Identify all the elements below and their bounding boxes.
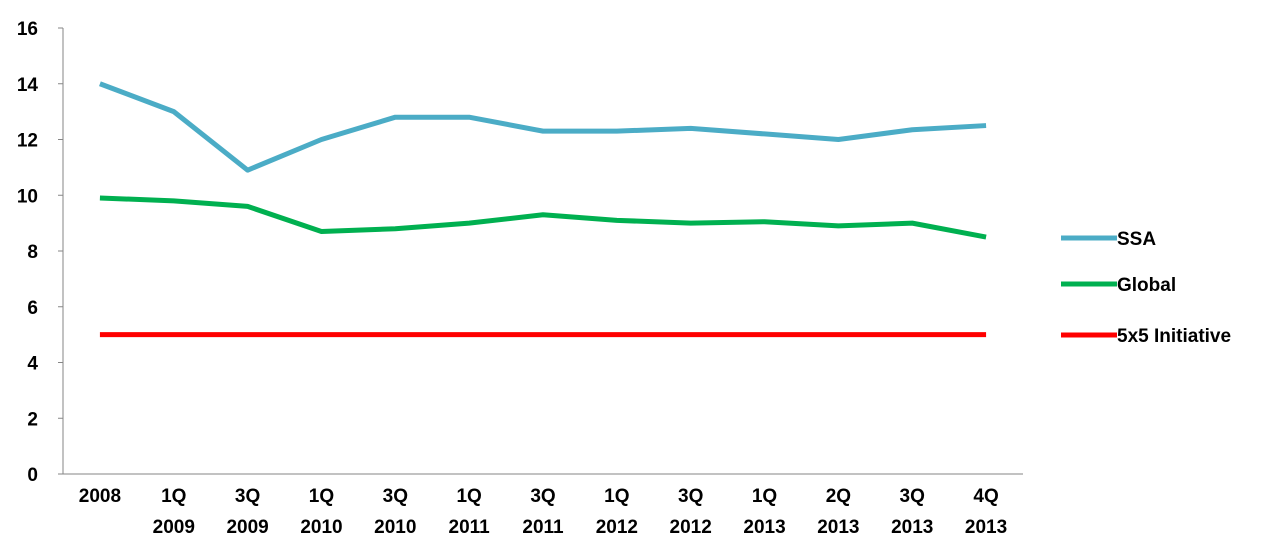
x-tick-label-line: 3Q [383,486,408,507]
x-tick-label-line: 2013 [743,517,785,538]
x-tick-label-line: 1Q [604,486,629,507]
series-lines [99,81,987,338]
x-tick-label-line: 3Q [530,486,555,507]
y-tick-label: 8 [27,242,38,263]
legend-label: 5x5 Initiative [1117,326,1231,347]
x-tick-label-line: 2013 [817,517,859,538]
x-tick-label-line: 2010 [374,517,416,538]
x-tick-label: 3Q 2010 [374,486,416,538]
x-tick-label: 3Q 2009 [226,486,268,538]
x-tick-label-line: 2011 [449,517,491,538]
y-tick-label: 12 [17,131,38,152]
x-tick-label-line: 2013 [891,517,933,538]
x-tick-label-line: 4Q [973,486,998,507]
x-tick-label: 1Q 2011 [449,486,491,538]
y-tick-label: 16 [17,19,38,40]
y-tick-label: 10 [17,186,38,207]
x-tick-label-line: 2012 [596,517,638,538]
series-line-global [99,195,987,240]
y-tick-label: 4 [27,354,38,375]
x-tick-label-line: 2009 [153,517,195,538]
x-tick-label: 1Q 2009 [153,486,195,538]
y-axis-tick-labels: 0 2 4 6 8 10 12 14 16 [17,19,39,486]
x-tick-label: 4Q 2013 [965,486,1007,538]
x-tick-label: 3Q 2013 [891,486,933,538]
y-tick-label: 6 [27,298,38,319]
x-tick-label-line: 3Q [678,486,703,507]
x-tick-label: 3Q 2012 [670,486,712,538]
x-tick-label: 1Q 2013 [743,486,785,538]
x-tick-label-line: 3Q [900,486,925,507]
x-tick-label-line: 2011 [522,517,564,538]
legend-label: SSA [1117,229,1156,250]
x-tick-label: 1Q 2010 [300,486,342,538]
legend-label: Global [1117,275,1176,296]
x-tick-label-line: 2012 [670,517,712,538]
x-tick-label-line: 1Q [456,486,481,507]
x-tick-label: 2Q 2013 [817,486,859,538]
x-tick-label-line: 1Q [309,486,334,507]
x-tick-label-line: 1Q [752,486,777,507]
x-tick-label: 2008 [79,486,121,507]
x-tick-label-line: 3Q [235,486,260,507]
x-tick-label-line: 2013 [965,517,1007,538]
legend: SSA Global 5x5 Initiative [1061,229,1231,347]
x-tick-label-line: 1Q [161,486,186,507]
y-tick-label: 14 [17,75,39,96]
y-tick-label: 0 [27,465,38,486]
x-axis-tick-labels: 2008 1Q 2009 3Q 2009 1Q 2010 3Q 2010 1Q 2011 3Q 2011… [79,486,1007,538]
x-tick-label-line: 2008 [79,486,121,507]
x-tick-label-line: 2Q [826,486,851,507]
x-tick-label-line: 2010 [300,517,342,538]
chart-axes [58,27,1023,475]
y-tick-label: 2 [27,409,38,430]
x-tick-label-line: 2009 [226,517,268,538]
series-line-ssa [99,81,987,173]
x-tick-label: 3Q 2011 [522,486,564,538]
x-tick-label: 1Q 2012 [596,486,638,538]
